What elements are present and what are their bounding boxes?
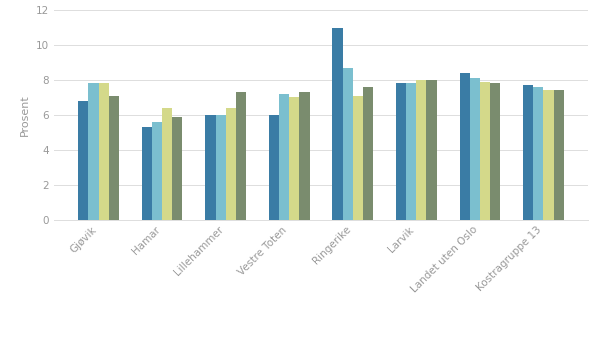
Bar [162,108,172,220]
Bar [88,83,98,220]
Bar [205,115,215,220]
Bar [363,87,373,220]
Bar [544,91,554,220]
Bar [460,73,470,220]
Bar [470,78,480,220]
Bar [343,68,353,220]
Bar [226,108,236,220]
Y-axis label: Prosent: Prosent [20,94,31,136]
Bar [332,28,343,220]
Bar [142,127,152,220]
Bar [152,122,162,220]
Bar [236,92,246,220]
Bar [215,115,226,220]
Bar [523,85,533,220]
Bar [406,83,416,220]
Bar [533,87,544,220]
Bar [480,82,490,220]
Bar [279,94,289,220]
Bar [109,96,119,220]
Bar [289,97,299,220]
Bar [98,83,109,220]
Bar [78,101,88,220]
Bar [427,80,437,220]
Bar [554,91,564,220]
Bar [490,83,500,220]
Bar [416,80,427,220]
Bar [172,117,182,220]
Bar [269,115,279,220]
Bar [299,92,310,220]
Bar [353,96,363,220]
Bar [396,83,406,220]
